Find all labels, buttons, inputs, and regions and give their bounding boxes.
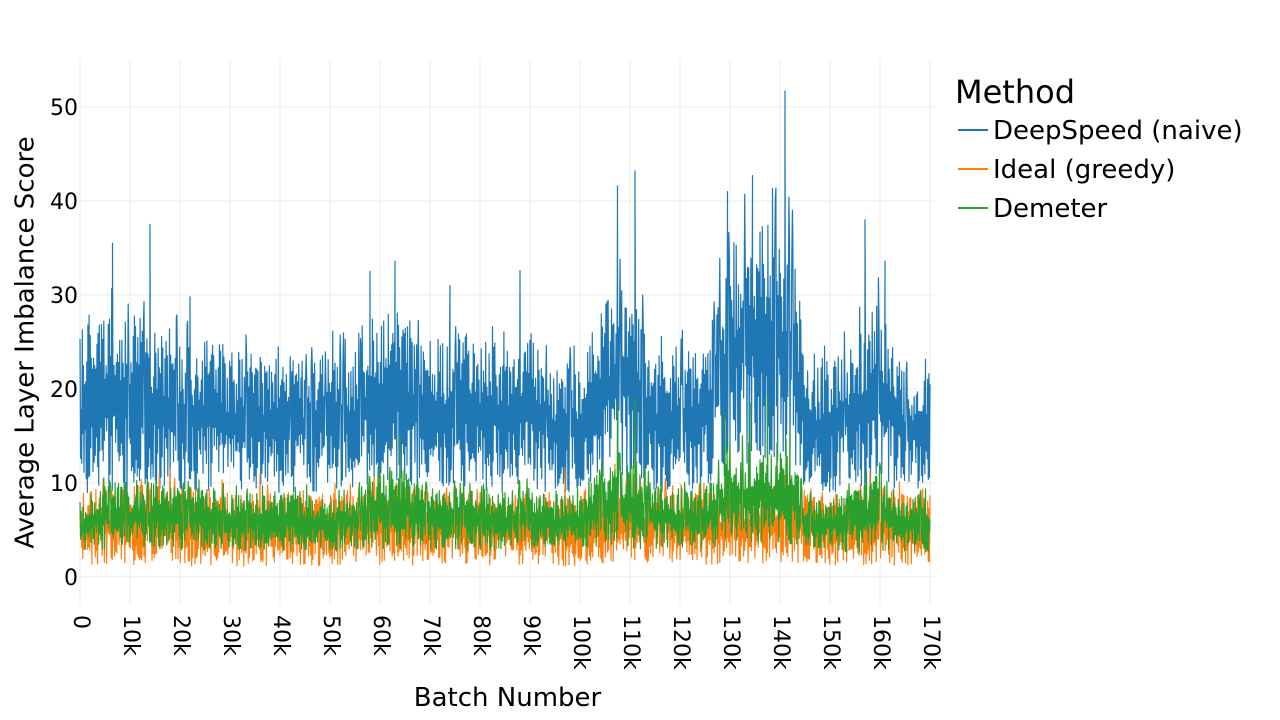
x-tick-label: 150k [818, 615, 843, 670]
y-tick-label: 0 [64, 566, 78, 591]
x-axis-title: Batch Number [414, 683, 602, 713]
x-tick-label: 170k [918, 615, 943, 670]
legend-label: Ideal (greedy) [993, 155, 1175, 185]
x-tick-label: 100k [568, 615, 593, 670]
y-tick-label: 40 [50, 190, 78, 215]
series-line-2 [79, 395, 931, 553]
x-tick-label: 50k [318, 615, 343, 656]
legend-label: Demeter [993, 194, 1108, 224]
x-tick-label: 30k [218, 615, 243, 656]
x-tick-label: 60k [368, 615, 393, 656]
legend-title: Method [955, 73, 1075, 111]
y-tick-label: 50 [50, 96, 78, 121]
y-axis-title: Average Layer Imbalance Score [11, 136, 41, 548]
x-tick-label: 80k [468, 615, 493, 656]
x-tick-label: 0 [68, 615, 93, 629]
y-axis-ticks: 0 10 20 30 40 50 [50, 96, 78, 591]
x-tick-label: 40k [268, 615, 293, 656]
x-tick-label: 110k [618, 615, 643, 670]
x-tick-label: 10k [118, 615, 143, 656]
y-tick-label: 20 [50, 378, 78, 403]
series-layer [79, 90, 931, 567]
x-tick-label: 160k [868, 615, 893, 670]
series-line-0 [79, 90, 931, 493]
x-tick-label: 140k [768, 615, 793, 670]
y-tick-label: 10 [50, 472, 78, 497]
x-axis-ticks: 0 10k 20k 30k 40k 50k 60k 70k 80k 90k 100k 110k 120k… [68, 615, 943, 670]
legend: Method DeepSpeed (naive) Ideal (greedy) De… [955, 73, 1243, 224]
x-tick-label: 90k [518, 615, 543, 656]
x-tick-label: 20k [168, 615, 193, 656]
y-tick-label: 30 [50, 284, 78, 309]
legend-label: DeepSpeed (naive) [993, 116, 1243, 146]
x-tick-label: 120k [668, 615, 693, 670]
x-tick-label: 70k [418, 615, 443, 656]
x-tick-label: 130k [718, 615, 743, 670]
